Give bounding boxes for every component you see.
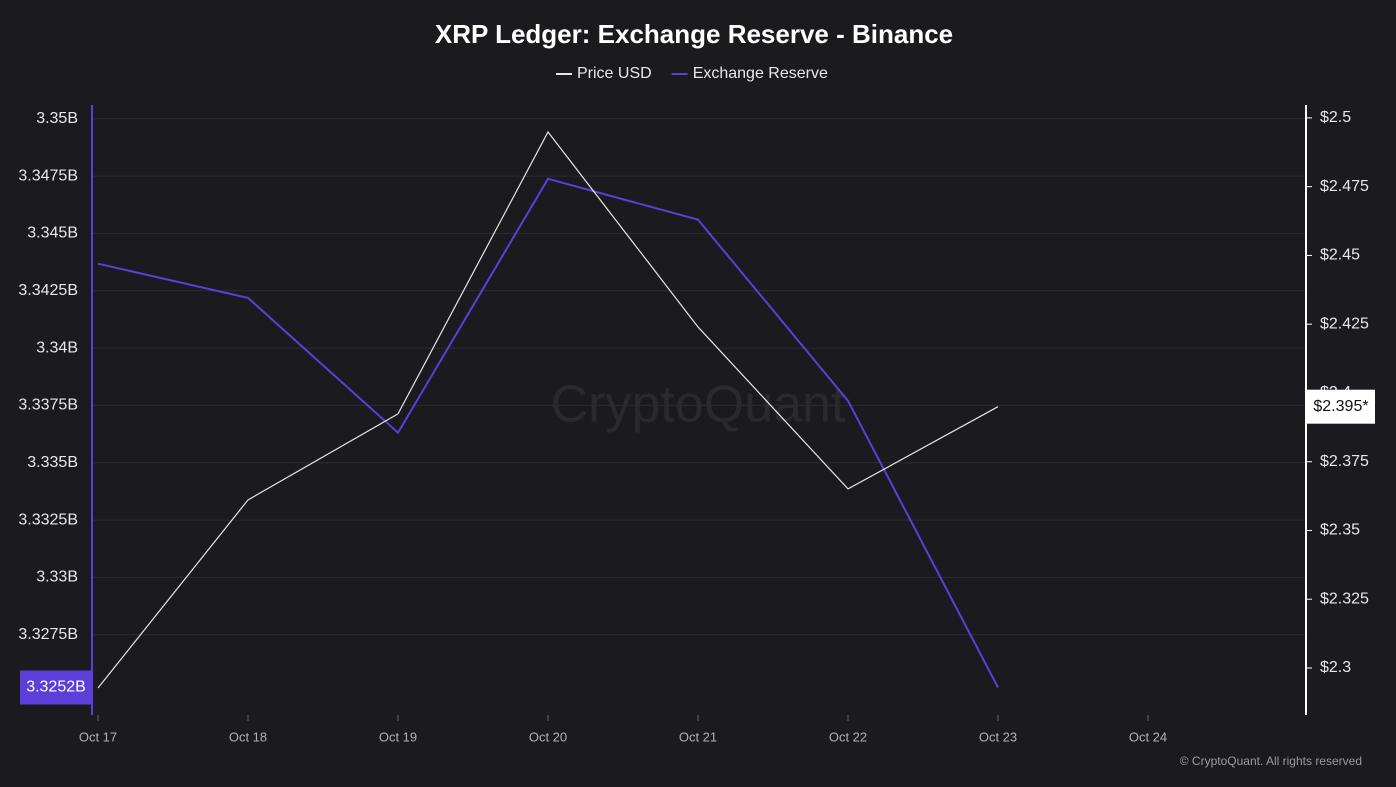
y-tick-label: 3.3475B <box>18 167 78 184</box>
y2-tick-label: $2.45 <box>1320 247 1360 264</box>
x-tick-label: Oct 18 <box>229 729 267 744</box>
value-label: $2.395* <box>1313 398 1368 415</box>
y2-tick-label: $2.475 <box>1320 178 1369 195</box>
legend-label: Price USD <box>577 65 652 82</box>
x-tick-label: Oct 24 <box>1129 729 1167 744</box>
series-line <box>97 177 999 688</box>
y2-tick-label: $2.325 <box>1320 590 1369 607</box>
y2-tick-label: $2.375 <box>1320 453 1369 470</box>
y2-tick-label: $2.3 <box>1320 659 1351 676</box>
x-tick-label: Oct 22 <box>829 729 867 744</box>
y-tick-label: 3.3325B <box>18 511 78 528</box>
y-tick-label: 3.3375B <box>18 397 78 414</box>
value-label: 3.3252B <box>26 679 86 696</box>
y2-tick-label: $2.35 <box>1320 522 1360 539</box>
y-tick-label: 3.3275B <box>18 626 78 643</box>
chart-title: XRP Ledger: Exchange Reserve - Binance <box>435 19 953 49</box>
x-tick-label: Oct 17 <box>79 729 117 744</box>
value-badge <box>1307 389 1375 424</box>
y2-tick-label: $2.5 <box>1320 109 1351 126</box>
y-tick-label: 3.35B <box>36 110 78 127</box>
y-tick-label: 3.3425B <box>18 282 78 299</box>
series-line <box>97 130 999 689</box>
y-tick-label: 3.34B <box>36 339 78 356</box>
x-tick-label: Oct 20 <box>529 729 567 744</box>
y-tick-label: 3.335B <box>27 454 78 471</box>
legend-label: Exchange Reserve <box>693 65 828 82</box>
x-tick-label: Oct 21 <box>679 729 717 744</box>
y2-tick-label: $2.425 <box>1320 315 1369 332</box>
y-tick-label: 3.33B <box>36 569 78 586</box>
value-badge <box>20 670 92 705</box>
y-tick-label: 3.345B <box>27 225 78 242</box>
credit: © CryptoQuant. All rights reserved <box>1180 754 1362 768</box>
x-tick-label: Oct 23 <box>979 729 1017 744</box>
watermark: CryptoQuant <box>551 376 846 434</box>
x-tick-label: Oct 19 <box>379 729 417 744</box>
